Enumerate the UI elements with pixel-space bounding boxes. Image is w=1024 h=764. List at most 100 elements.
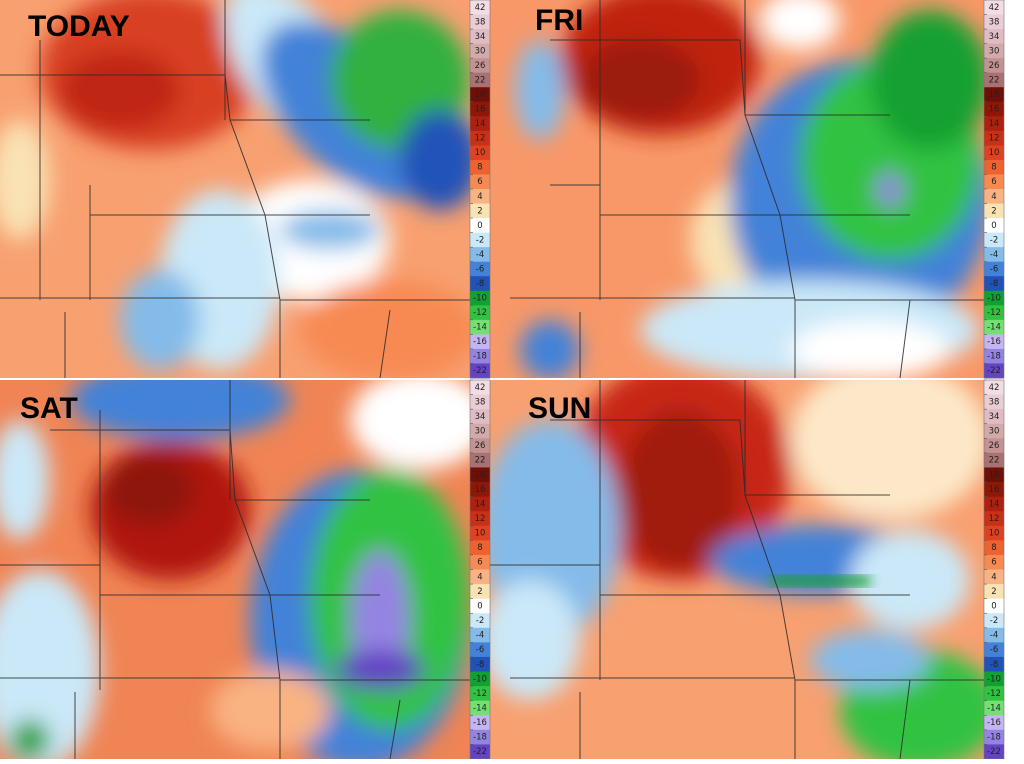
colorbar-label: -8: [476, 660, 484, 670]
colorbar-swatch: [984, 29, 1004, 45]
colorbar-swatch: [984, 627, 1004, 643]
colorbar-swatch: [470, 729, 490, 745]
colorbar-label: 4: [991, 192, 996, 202]
colorbar-swatch: [984, 511, 1004, 527]
colorbar-swatch: [984, 598, 1004, 614]
colorbar-swatch: [984, 409, 1004, 425]
colorbar-label: 42: [989, 3, 1000, 13]
colorbar-swatch: [470, 203, 490, 219]
colorbar-label: -4: [476, 250, 484, 260]
colorbar-label: -22: [473, 747, 487, 757]
colorbar-swatch: [984, 482, 1004, 498]
colorbar-label: -18: [473, 352, 487, 362]
colorbar-label: 26: [475, 441, 486, 451]
colorbar-label: -2: [476, 616, 484, 626]
colorbar-label: -10: [473, 674, 487, 684]
colorbar-swatch: [470, 715, 490, 731]
colorbar-label: 16: [475, 485, 486, 495]
colorbar-swatch: [984, 145, 1004, 161]
panel-label: SUN: [528, 392, 591, 425]
colorbar-label: 30: [989, 46, 1000, 56]
colorbar-swatch: [984, 130, 1004, 146]
colorbar-label: 30: [475, 427, 486, 437]
colorbar-swatch: [470, 380, 490, 396]
colorbar-label: 16: [989, 485, 1000, 495]
colorbar-label: 42: [475, 383, 486, 393]
colorbar-label: 22: [475, 456, 486, 466]
colorbar-swatch: [470, 218, 490, 234]
colorbar-swatch: [470, 540, 490, 556]
colorbar-label: -14: [473, 703, 487, 713]
colorbar-swatch: [984, 43, 1004, 59]
colorbar: 423834302622181614121086420-2-4-6-8-10-1…: [469, 379, 491, 760]
colorbar-swatch: [984, 554, 1004, 570]
colorbar-label: -16: [987, 718, 1001, 728]
colorbar-label: 2: [991, 587, 996, 597]
colorbar-swatch: [984, 203, 1004, 219]
colorbar-swatch: [984, 613, 1004, 629]
colorbar-swatch: [984, 261, 1004, 277]
colorbar: 423834302622181614121086420-2-4-6-8-10-1…: [469, 0, 491, 379]
colorbar-swatch: [984, 671, 1004, 687]
colorbar-swatch: [984, 423, 1004, 439]
colorbar-label: 6: [477, 558, 482, 568]
colorbar-label: -18: [987, 352, 1001, 362]
colorbar-swatch: [984, 319, 1004, 335]
colorbar-swatch: [984, 656, 1004, 673]
colorbar-label: -2: [990, 616, 998, 626]
colorbar-label: -4: [990, 631, 998, 641]
colorbar-label: 38: [989, 397, 1000, 407]
colorbar-swatch: [470, 130, 490, 146]
colorbar-swatch: [984, 363, 1004, 379]
colorbar-swatch: [984, 290, 1004, 306]
colorbar-swatch: [470, 686, 490, 702]
colorbar-label: 42: [475, 3, 486, 13]
colorbar-swatch: [470, 319, 490, 335]
colorbar-label: 6: [991, 177, 996, 187]
panel-label: TODAY: [28, 10, 130, 43]
colorbar-label: 12: [475, 134, 486, 144]
colorbar-swatch: [470, 276, 490, 292]
colorbar-swatch: [984, 116, 1004, 132]
colorbar-swatch: [470, 554, 490, 570]
colorbar-label: 10: [989, 529, 1000, 539]
colorbar-swatch: [470, 642, 490, 658]
colorbar-swatch: [470, 58, 490, 74]
colorbar-label: 4: [477, 572, 482, 582]
colorbar-label: 22: [475, 75, 486, 85]
colorbar-label: 22: [989, 456, 1000, 466]
colorbar-swatch: [470, 14, 490, 30]
colorbar-label: 30: [989, 427, 1000, 437]
colorbar-label: -16: [473, 718, 487, 728]
colorbar-label: -14: [987, 323, 1001, 333]
colorbar-label: 4: [477, 192, 482, 202]
colorbar-label: 6: [477, 177, 482, 187]
colorbar-swatch: [470, 0, 490, 16]
colorbar-label: 10: [475, 529, 486, 539]
colorbar-label: 12: [989, 134, 1000, 144]
colorbar-label: 4: [991, 572, 996, 582]
colorbar-swatch: [470, 482, 490, 498]
colorbar-swatch: [984, 159, 1004, 175]
colorbar-frame: [469, 0, 491, 379]
colorbar-swatch: [984, 0, 1004, 16]
colorbar-label: -18: [987, 733, 1001, 743]
colorbar-label: -16: [987, 337, 1001, 347]
colorbar-swatch: [984, 14, 1004, 30]
colorbar-label: 8: [477, 163, 482, 173]
colorbar-label: 12: [989, 514, 1000, 524]
colorbar-swatch: [470, 232, 490, 248]
colorbar-label: 16: [989, 105, 1000, 115]
colorbar-swatch: [984, 101, 1004, 117]
colorbar-label: -12: [473, 308, 487, 318]
colorbar-label: 30: [475, 46, 486, 56]
colorbar-swatch: [470, 305, 490, 321]
colorbar-label: -6: [476, 645, 484, 655]
colorbar-label: 2: [477, 587, 482, 597]
colorbar-label: -4: [476, 631, 484, 641]
colorbar-swatch: [470, 423, 490, 439]
colorbar-label: -12: [987, 689, 1001, 699]
colorbar-swatch: [984, 380, 1004, 396]
colorbar-label: 26: [989, 441, 1000, 451]
colorbar-label: -12: [473, 689, 487, 699]
